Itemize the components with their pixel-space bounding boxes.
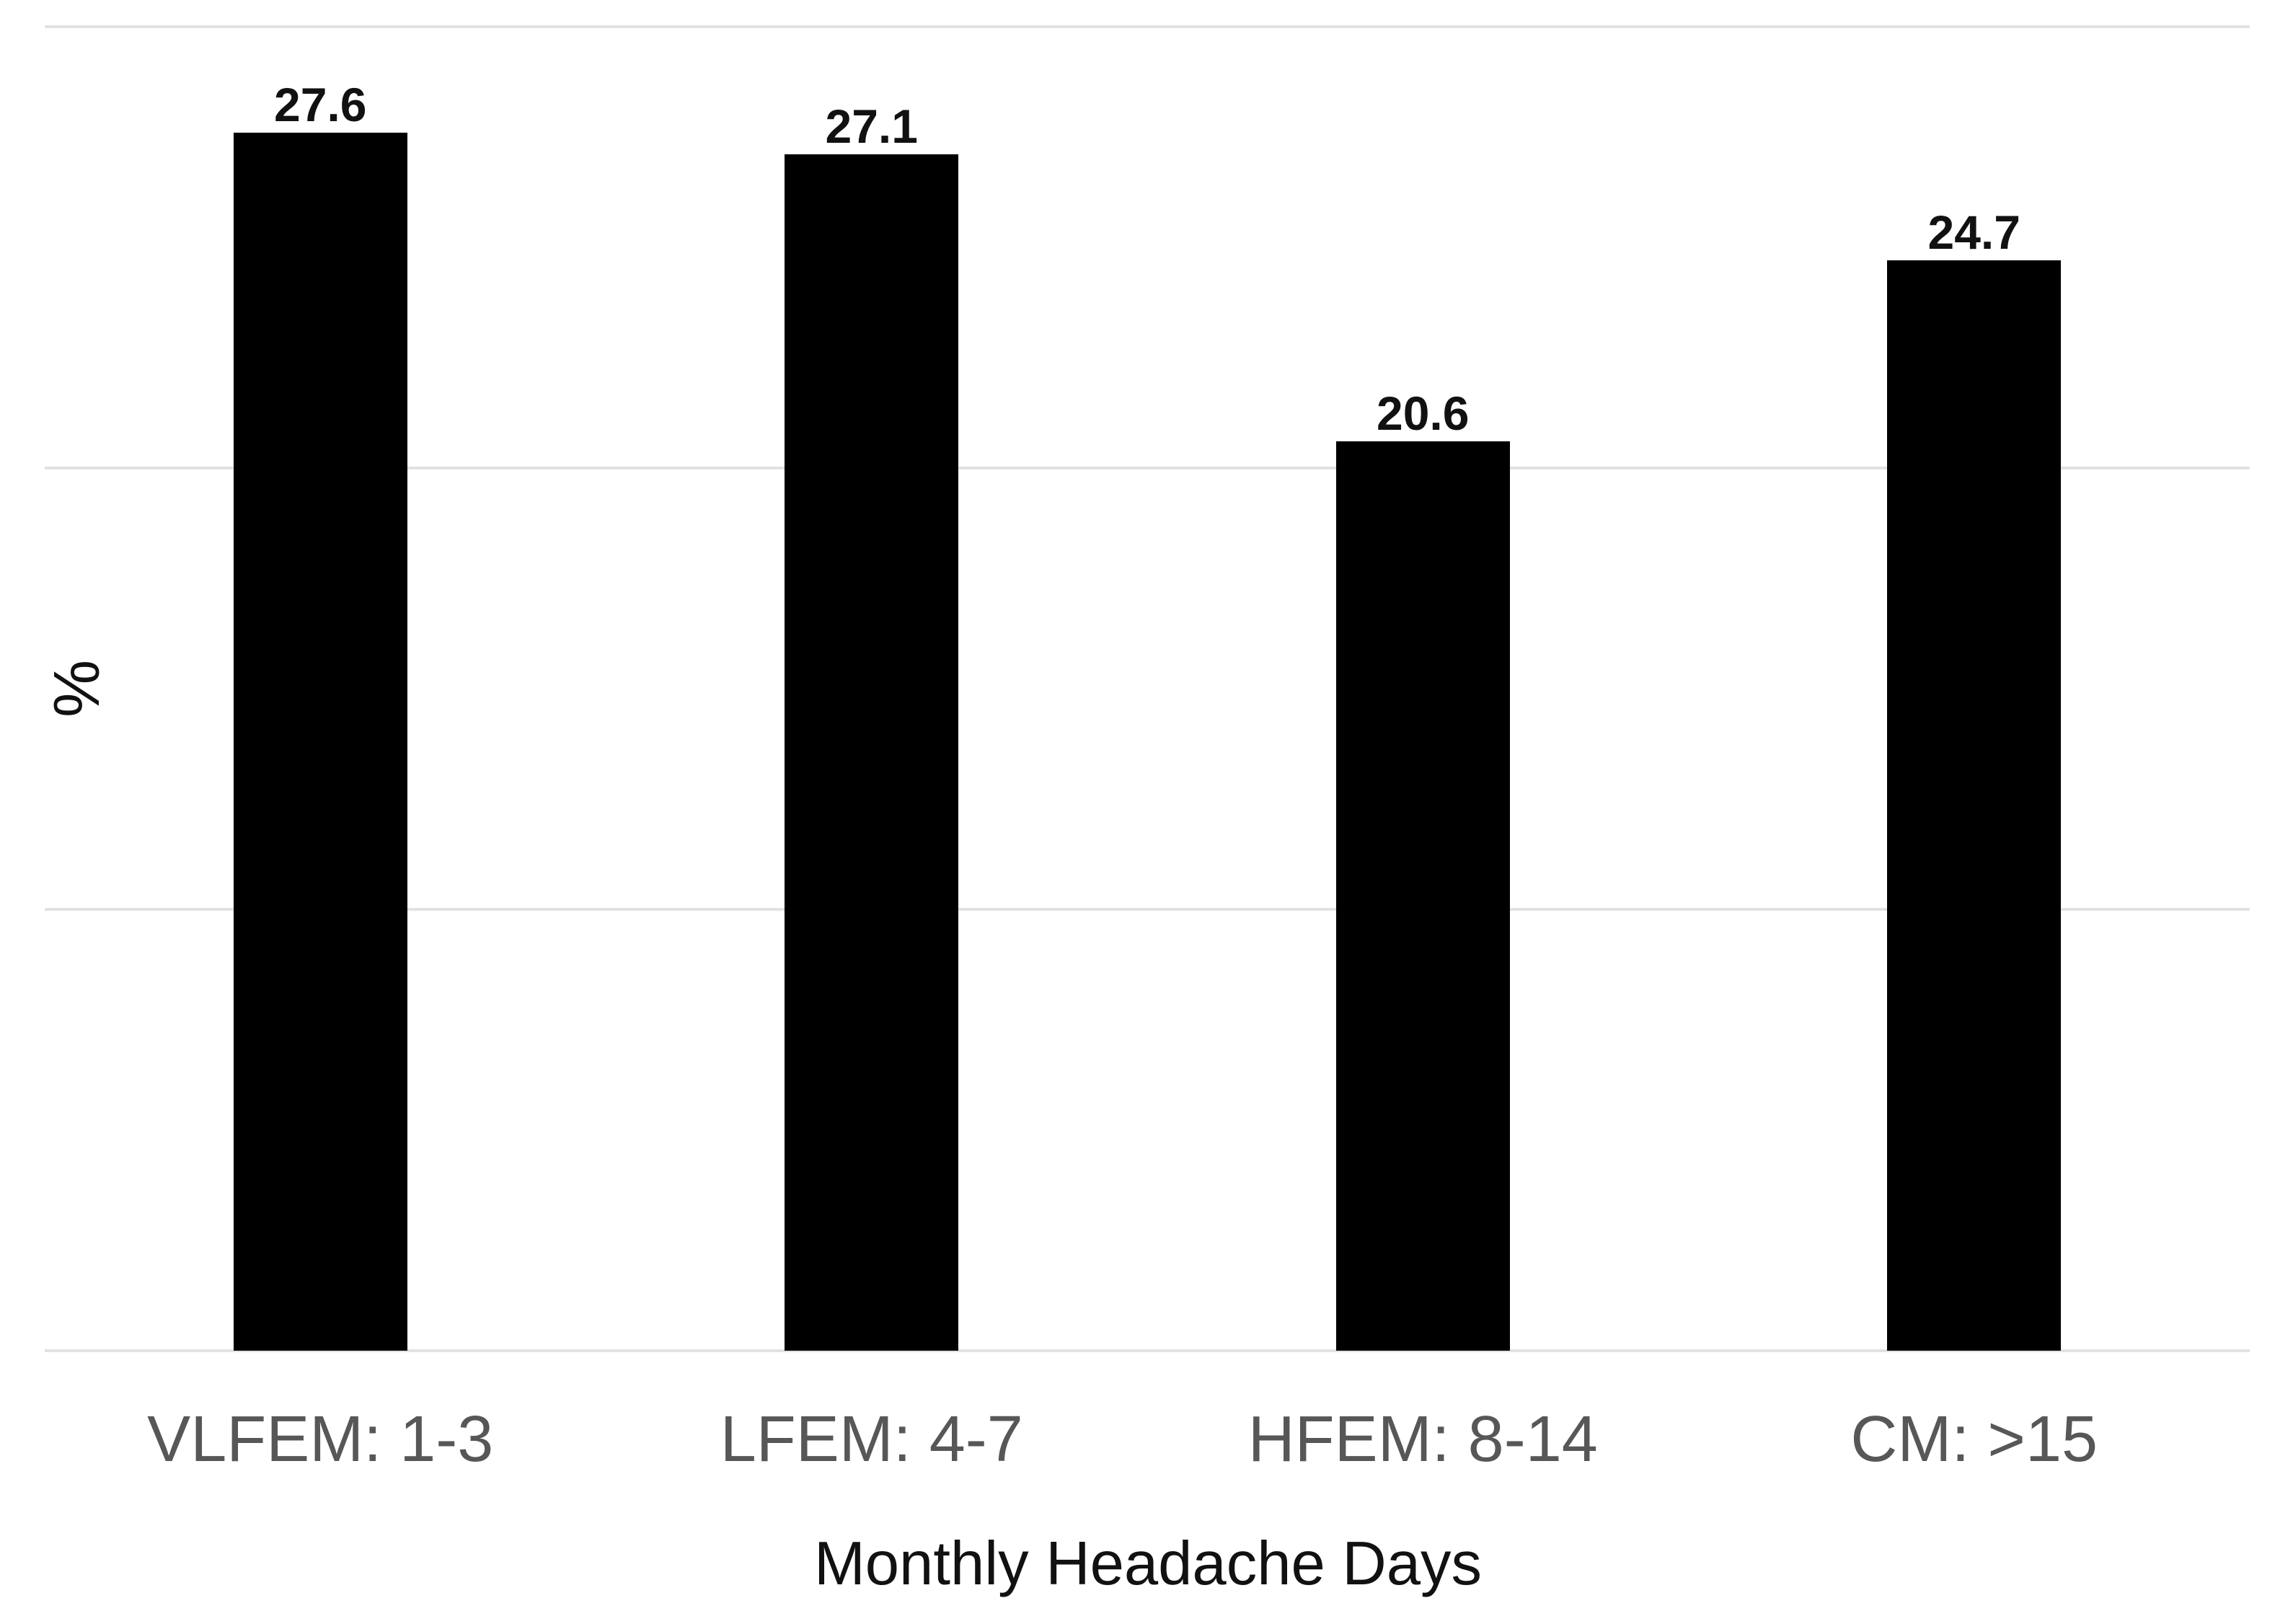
gridline — [45, 25, 2250, 28]
bar-value-label: 27.6 — [274, 77, 367, 131]
bar-value-label: 20.6 — [1377, 387, 1470, 441]
category-label: HFEM: 8-14 — [1247, 1403, 1598, 1475]
category-label: VLFEM: 1-3 — [147, 1403, 494, 1475]
gridline — [45, 467, 2250, 469]
category-label: LFEM: 4-7 — [720, 1403, 1023, 1475]
bar-value-label: 27.1 — [825, 100, 918, 154]
bar — [785, 154, 959, 1351]
bar — [1887, 260, 2062, 1351]
category-label: CM: >15 — [1850, 1403, 2098, 1475]
y-axis-title: % — [41, 659, 113, 718]
gridline — [45, 908, 2250, 911]
gridline — [45, 1349, 2250, 1352]
bar — [233, 132, 407, 1351]
x-axis-title: Monthly Headache Days — [813, 1530, 1483, 1598]
bar — [1335, 441, 1510, 1351]
bar-value-label: 24.7 — [1927, 206, 2020, 260]
